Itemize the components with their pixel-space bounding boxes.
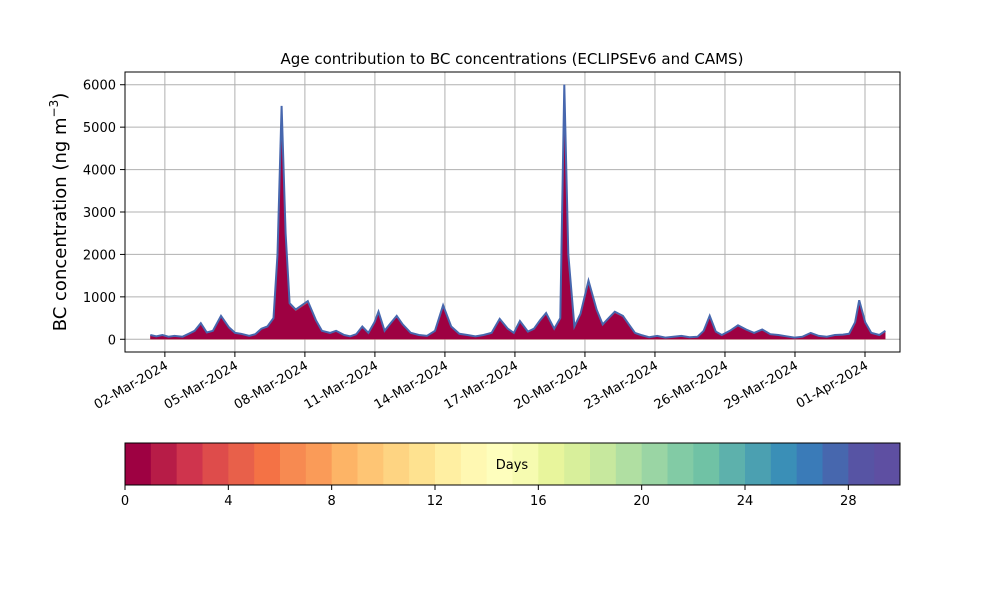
x-tick-label: 20-Mar-2024 [512, 358, 591, 412]
chart-title: Age contribution to BC concentrations (E… [281, 50, 744, 68]
y-tick-label: 1000 [83, 291, 116, 306]
colorbar-tick-label: 24 [737, 494, 754, 509]
total-outline-line [150, 84, 886, 339]
x-tick-label: 17-Mar-2024 [442, 358, 521, 412]
x-tick-label: 11-Mar-2024 [302, 358, 381, 412]
colorbar-swatch [538, 443, 565, 485]
colorbar-tick-label: 12 [427, 494, 444, 509]
x-tick-label: 08-Mar-2024 [232, 358, 311, 412]
colorbar-swatch [745, 443, 772, 485]
colorbar-swatch [796, 443, 823, 485]
colorbar-swatch [280, 443, 307, 485]
colorbar-swatch [512, 443, 539, 485]
colorbar-swatch [770, 443, 798, 485]
colorbar-swatch [125, 443, 152, 485]
colorbar-border [124, 442, 901, 486]
x-tick-label: 01-Apr-2024 [794, 358, 871, 411]
colorbar-swatch [564, 443, 591, 485]
x-tick-label: 05-Mar-2024 [162, 358, 241, 412]
y-axis-label: BC concentration (ng m−3) [47, 93, 71, 332]
colorbar-swatch [641, 443, 668, 485]
colorbar-swatch [848, 443, 875, 485]
colorbar-swatch [202, 443, 229, 485]
colorbar-swatch [409, 443, 436, 485]
y-tick-label: 0 [108, 333, 116, 348]
x-tick-label: 14-Mar-2024 [372, 358, 451, 412]
colorbar-swatch [176, 443, 203, 485]
area-series [150, 84, 886, 340]
colorbar-tick-label: 4 [224, 494, 232, 509]
colorbar-swatch [460, 443, 488, 485]
y-tick-label: 5000 [83, 121, 116, 136]
y-tick-label: 3000 [83, 206, 116, 221]
colorbar-swatch [615, 443, 643, 485]
y-tick-label: 4000 [83, 164, 116, 179]
grid-lines [125, 72, 900, 352]
y-axis-label-sup: −3 [47, 100, 61, 118]
x-axis: 02-Mar-202405-Mar-202408-Mar-202411-Mar-… [92, 352, 871, 413]
x-tick-label: 23-Mar-2024 [582, 358, 661, 412]
x-tick-label: 29-Mar-2024 [722, 358, 801, 412]
y-tick-label: 6000 [83, 79, 116, 94]
colorbar-swatch [874, 443, 901, 485]
colorbar-tick-label: 0 [121, 494, 129, 509]
y-axis-label-main: BC concentration (ng m [50, 117, 71, 331]
y-axis-label-close: ) [50, 93, 71, 100]
colorbar-swatch [822, 443, 849, 485]
colorbar-swatch [331, 443, 358, 485]
colorbar-tick-label: 28 [840, 494, 857, 509]
y-tick-label: 2000 [83, 248, 116, 263]
colorbar-swatch [383, 443, 410, 485]
colorbar-swatch [254, 443, 281, 485]
colorbar-tick-label: 16 [530, 494, 547, 509]
colorbar-swatch [693, 443, 720, 485]
colorbar-tick-label: 20 [633, 494, 650, 509]
colorbar-swatch [357, 443, 384, 485]
y-axis: 0 1000 2000 3000 4000 5000 6000 [83, 79, 125, 348]
area-layer-day0 [150, 97, 886, 340]
colorbar-swatch [150, 443, 178, 485]
colorbar: 0 4 8 12 16 20 24 28 [121, 442, 901, 509]
colorbar-swatch [305, 443, 333, 485]
colorbar-tick-label: 8 [328, 494, 336, 509]
colorbar-swatch [719, 443, 746, 485]
area-layer-mid [150, 88, 886, 340]
colorbar-label: Days [496, 458, 529, 473]
x-tick-label: 26-Mar-2024 [652, 358, 731, 412]
colorbar-swatch [590, 443, 617, 485]
colorbar-swatch [486, 443, 513, 485]
colorbar-swatch [228, 443, 255, 485]
colorbar-swatch [435, 443, 462, 485]
colorbar-swatch [667, 443, 694, 485]
x-tick-label: 02-Mar-2024 [92, 358, 171, 412]
